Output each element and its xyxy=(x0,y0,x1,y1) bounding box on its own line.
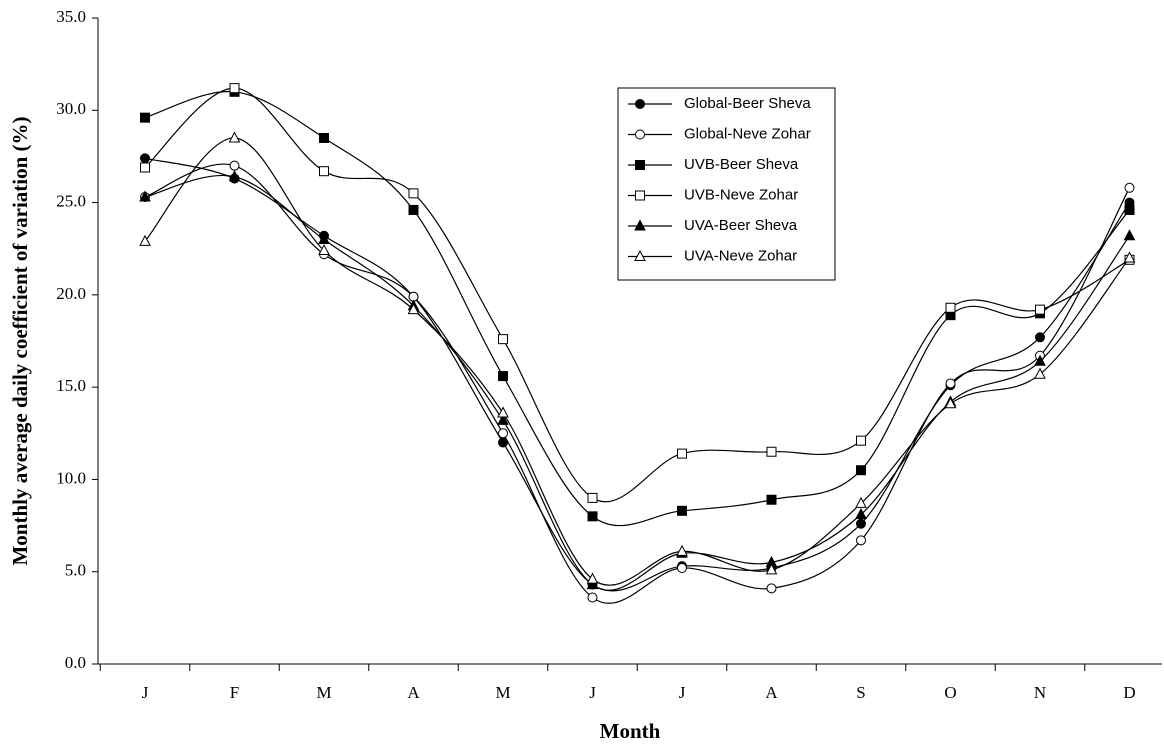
legend-marker xyxy=(635,160,645,170)
data-point xyxy=(319,132,329,143)
data-point xyxy=(498,428,508,439)
data-point xyxy=(498,371,508,382)
legend-text: UVB-Neve Zohar xyxy=(684,186,798,203)
y-tick-label: 30.0 xyxy=(56,99,86,118)
data-point xyxy=(944,397,957,409)
legend-marker xyxy=(634,219,646,231)
data-point xyxy=(1035,332,1045,343)
data-point xyxy=(140,112,150,123)
x-tick-label: D xyxy=(1123,683,1135,702)
data-point xyxy=(1035,304,1045,315)
legend-text: UVB-Beer Sheva xyxy=(684,156,799,173)
data-point xyxy=(497,413,509,425)
x-tick-label: A xyxy=(407,683,420,702)
x-tick-label: A xyxy=(765,683,778,702)
data-point xyxy=(229,83,240,94)
y-tick-label: 25.0 xyxy=(56,191,86,210)
data-point xyxy=(855,496,867,508)
data-point xyxy=(587,511,598,522)
legend-marker xyxy=(635,129,645,140)
y-tick-label: 0.0 xyxy=(65,653,86,672)
y-tick-label: 35.0 xyxy=(56,7,86,26)
series-line xyxy=(144,137,1130,586)
data-point xyxy=(1034,354,1046,366)
y-tick-label: 5.0 xyxy=(65,561,86,580)
data-point xyxy=(140,162,150,173)
data-point xyxy=(677,448,687,459)
data-point xyxy=(407,303,420,315)
data-point xyxy=(856,518,866,529)
data-point xyxy=(677,563,687,574)
y-tick-label: 20.0 xyxy=(56,284,86,303)
x-tick-label: M xyxy=(495,683,510,702)
legend-marker xyxy=(635,190,645,201)
x-axis-title: Month xyxy=(600,719,661,743)
data-point xyxy=(677,505,687,516)
x-tick-label: F xyxy=(230,683,239,702)
legend-text: UVA-Beer Sheva xyxy=(684,217,798,234)
data-point xyxy=(497,406,509,418)
data-point xyxy=(766,446,777,457)
data-point xyxy=(408,188,419,199)
legend-text: Global-Beer Sheva xyxy=(684,95,811,112)
x-tick-label: J xyxy=(679,683,686,702)
legend-box xyxy=(617,87,836,281)
legend-text: UVA-Neve Zohar xyxy=(684,247,797,264)
data-point xyxy=(587,592,598,603)
data-point xyxy=(856,435,866,446)
data-point xyxy=(856,535,866,546)
data-point xyxy=(228,170,241,182)
data-point xyxy=(766,583,777,594)
legend-marker xyxy=(635,99,645,109)
y-axis-title: Monthly average daily coefficient of var… xyxy=(8,116,32,565)
legend-text: Global-Neve Zohar xyxy=(684,125,811,142)
data-point xyxy=(1034,367,1046,379)
x-tick-label: J xyxy=(142,683,149,702)
data-point xyxy=(228,131,241,143)
data-point xyxy=(855,507,867,519)
data-point xyxy=(319,166,329,177)
data-point xyxy=(408,204,419,215)
data-point xyxy=(1124,204,1135,215)
data-point xyxy=(1123,229,1136,241)
x-tick-label: N xyxy=(1034,683,1046,702)
data-point xyxy=(586,578,599,590)
y-tick-label: 15.0 xyxy=(56,376,86,395)
data-point xyxy=(587,492,598,503)
data-point xyxy=(139,190,151,202)
data-point xyxy=(945,302,956,313)
data-point xyxy=(318,232,330,244)
x-tick-label: J xyxy=(589,683,596,702)
legend-marker xyxy=(634,249,646,261)
data-point xyxy=(766,494,777,505)
data-point xyxy=(1123,251,1136,263)
data-point xyxy=(765,563,778,575)
data-point xyxy=(318,243,330,256)
data-point xyxy=(676,544,688,556)
data-point xyxy=(586,572,599,584)
data-point xyxy=(945,378,956,389)
data-point xyxy=(140,153,150,164)
data-point xyxy=(139,234,151,246)
x-tick-label: O xyxy=(944,683,956,702)
data-point xyxy=(498,334,508,345)
x-tick-label: M xyxy=(316,683,331,702)
data-point xyxy=(229,160,240,171)
data-point xyxy=(1124,182,1135,193)
y-tick-label: 10.0 xyxy=(56,468,86,487)
data-point xyxy=(856,465,866,476)
x-tick-label: S xyxy=(856,683,865,702)
